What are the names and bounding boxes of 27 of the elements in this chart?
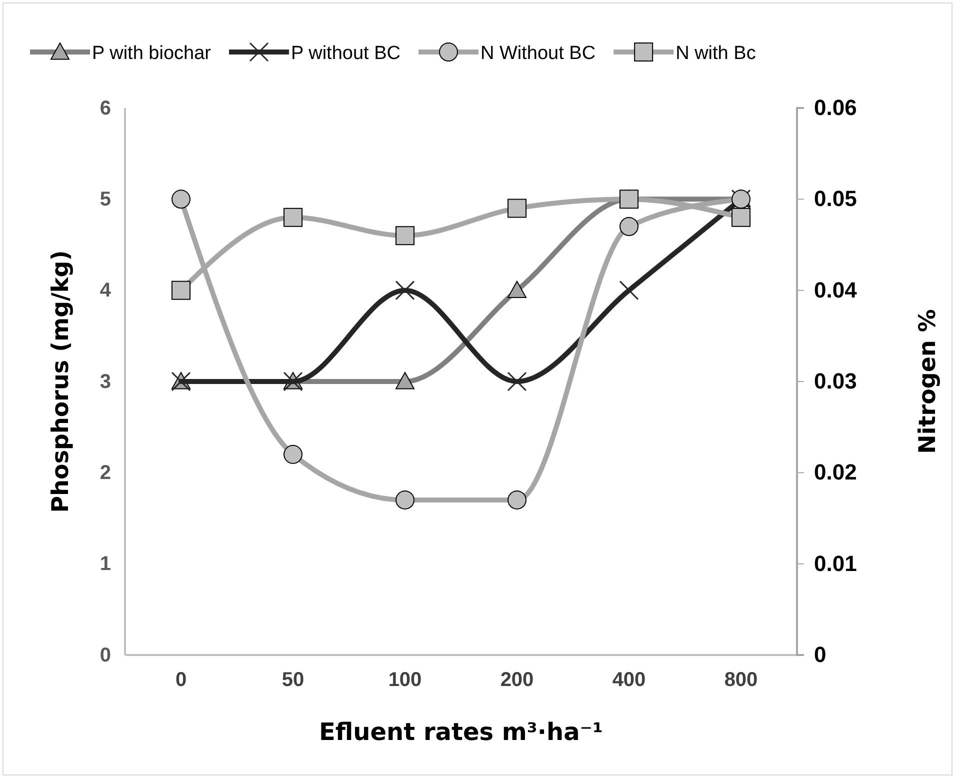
legend-label: N Without BC (480, 43, 596, 64)
y-tick-label: 2 (100, 462, 111, 484)
x-tick-label: 50 (282, 669, 304, 691)
x-tick-label: 400 (612, 669, 646, 691)
y-tick-label: 1 (100, 553, 111, 576)
x-tick-label: 200 (500, 669, 534, 691)
y2-tick-label: 0.04 (814, 277, 858, 302)
x-tick-label: 800 (724, 669, 758, 691)
legend-label: P without BC (291, 43, 400, 64)
x-tick-label: 100 (388, 669, 422, 691)
y-tick-label: 5 (100, 188, 111, 211)
legend-label: P with biochar (92, 43, 212, 64)
y2-tick-label: 0.05 (814, 186, 857, 212)
y-tick-label: 3 (100, 370, 111, 393)
y2-tick-label: 0 (814, 642, 826, 668)
x-tick-label: 0 (175, 669, 187, 691)
y-tick-label: 0 (100, 644, 111, 666)
y-tick-label: 6 (100, 97, 111, 120)
y-tick-label: 4 (100, 280, 112, 302)
legend-label: N with Bc (676, 43, 756, 64)
x-axis-title: Efluent rates m³·ha⁻¹ (319, 718, 603, 746)
y2-tick-label: 0.01 (814, 550, 857, 576)
y2-tick-label: 0.03 (814, 368, 857, 394)
y2-axis-title: Nitrogen % (915, 309, 941, 454)
y2-tick-label: 0.02 (814, 460, 857, 485)
y-axis-title: Phosphorus (mg/kg) (48, 250, 74, 513)
y2-tick-label: 0.06 (814, 95, 857, 120)
